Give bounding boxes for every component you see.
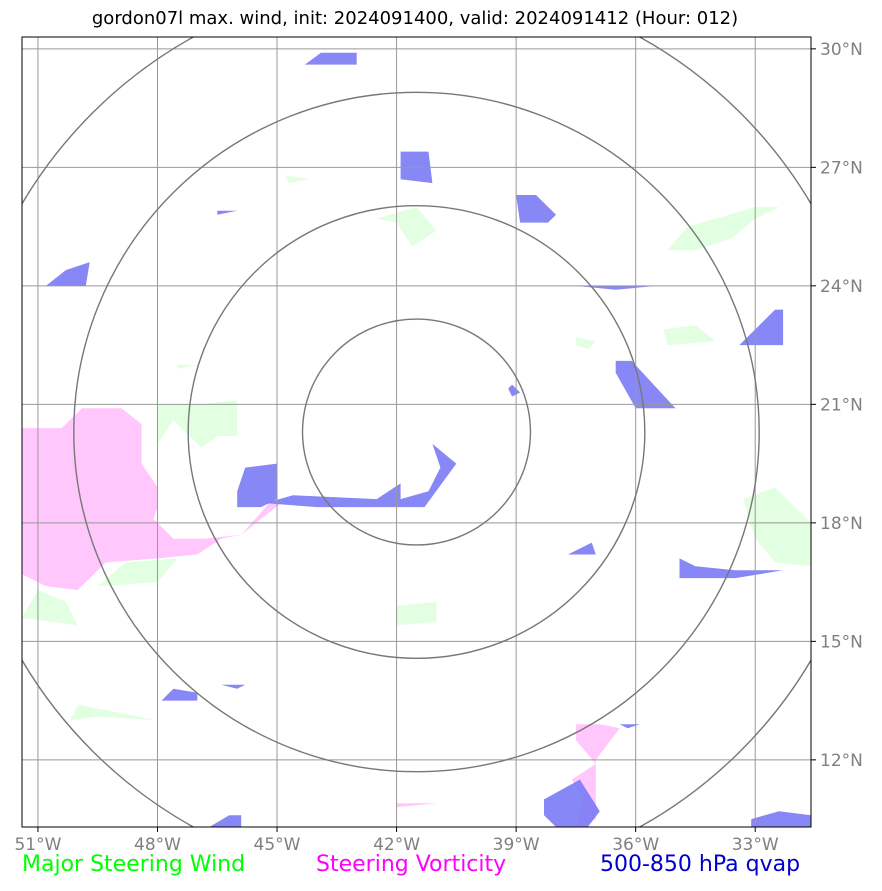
steering-wind-region (22, 590, 78, 626)
qvap-region (615, 360, 676, 409)
steering-wind-region (575, 337, 596, 350)
qvap-region (237, 463, 277, 508)
range-ring (73, 91, 760, 773)
y-tick-label: 27°N (820, 158, 863, 178)
y-tick-label: 15°N (820, 632, 863, 652)
y-tick-label: 18°N (820, 514, 863, 534)
qvap-region (45, 262, 90, 286)
qvap-region (544, 779, 600, 827)
legend-qvap: 500-850 hPa qvap (600, 852, 801, 877)
steering-wind-region (285, 175, 309, 184)
range-ring (301, 318, 532, 546)
y-tick-label: 21°N (820, 395, 863, 415)
y-tick-label: 12°N (820, 751, 863, 771)
qvap-region (161, 688, 198, 701)
qvap-region (304, 52, 357, 65)
qvap-region (217, 210, 238, 215)
y-tick-label: 30°N (820, 40, 863, 60)
steering-vorticity-region (22, 408, 281, 590)
x-tick-label: 51°W (14, 835, 61, 855)
steering-wind-layer (22, 175, 811, 721)
map-title: gordon07l max. wind, init: 2024091400, v… (91, 8, 739, 29)
qvap-region (508, 384, 521, 397)
steering-wind-region (177, 364, 198, 369)
qvap-region (221, 684, 246, 689)
steering-wind-region (663, 325, 716, 346)
qvap-region (739, 309, 784, 346)
qvap-region (209, 815, 242, 827)
steering-wind-region (396, 601, 437, 626)
qvap-region (619, 724, 640, 729)
steering-wind-region (69, 704, 158, 721)
steering-vorticity-region (396, 803, 437, 808)
steering-wind-region (376, 206, 437, 247)
qvap-region (751, 811, 811, 827)
legend-steering-vorticity: Steering Vorticity (316, 852, 507, 877)
lat-lon-gridlines (22, 37, 811, 827)
x-tick-label: 42°W (373, 835, 420, 855)
x-tick-label: 36°W (612, 835, 659, 855)
legend-steering-wind: Major Steering Wind (22, 852, 246, 877)
qvap-region (516, 195, 556, 223)
qvap-region (567, 542, 596, 555)
axis-ticks: 51°W 48°W 45°W 42°W 39°W 36°W 33°W 30°N 27°N 24°N… (14, 40, 862, 855)
qvap-region (679, 558, 784, 579)
steering-wind-region (157, 400, 238, 448)
x-tick-label: 48°W (134, 835, 181, 855)
range-ring (187, 204, 646, 660)
y-tick-label: 24°N (820, 277, 863, 297)
x-tick-label: 45°W (254, 835, 301, 855)
qvap-region (265, 443, 457, 508)
steering-wind-region (667, 206, 780, 251)
steering-wind-region (743, 487, 811, 567)
map-frame (21, 36, 812, 828)
x-tick-label: 39°W (493, 835, 540, 855)
x-tick-label: 33°W (732, 835, 779, 855)
